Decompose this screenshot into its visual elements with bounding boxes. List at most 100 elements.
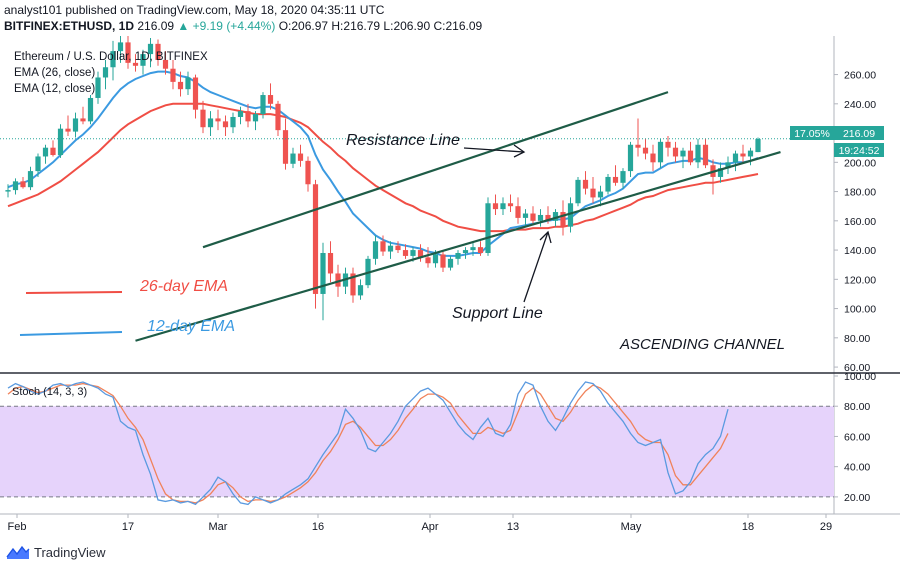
ema26-line <box>7 102 759 233</box>
ascending-channel <box>135 91 781 342</box>
price-tick-label: 160.00 <box>844 216 876 228</box>
stoch-k-line <box>7 381 729 506</box>
candle-body <box>222 121 229 128</box>
tradingview-brand: TradingView <box>34 544 106 560</box>
legend-ema12: EMA (12, close) <box>14 83 95 95</box>
price-tick-label: 180.00 <box>844 187 876 199</box>
candle-body <box>297 153 304 161</box>
candle-body <box>515 206 521 218</box>
candle-body <box>455 252 461 259</box>
candle-body <box>432 254 439 264</box>
candle-body <box>170 68 176 82</box>
candle-body <box>207 118 214 128</box>
candle-body <box>380 241 386 252</box>
candle-body <box>162 59 169 69</box>
candle-body <box>290 153 296 164</box>
candle-body <box>552 212 559 221</box>
stoch-band <box>0 406 834 497</box>
candle-body <box>147 43 154 55</box>
tradingview-footer[interactable]: TradingView <box>6 544 106 560</box>
ohlc-values: O:206.97 H:216.79 L:206.90 C:216.09 <box>278 19 483 33</box>
percent-badge-bg <box>790 126 834 140</box>
candle-body <box>477 247 484 253</box>
candle-body <box>140 54 146 66</box>
candle-body <box>470 247 476 251</box>
time-tick-label: 16 <box>312 521 324 533</box>
price-tick-label: 200.00 <box>844 157 876 169</box>
candle-body <box>410 250 416 256</box>
stoch-tick-label: 80.00 <box>844 401 870 413</box>
candle-body <box>702 144 709 166</box>
candle-body <box>387 245 394 252</box>
candle-body <box>672 147 679 157</box>
candle-body <box>260 95 266 115</box>
candle-body <box>200 109 206 128</box>
ema26-sample-line <box>25 291 123 294</box>
candle-body <box>80 118 86 122</box>
stoch-d-line <box>7 382 729 504</box>
candle-body <box>590 188 596 198</box>
candle-body <box>282 130 289 164</box>
candle-body <box>230 116 236 128</box>
candle-body <box>620 171 626 183</box>
candle-body <box>335 273 341 287</box>
support-label: Support Line <box>452 305 543 322</box>
candle-body <box>245 111 251 122</box>
candle-body <box>500 203 506 210</box>
price-tick-label: 240.00 <box>844 99 876 111</box>
candle-body <box>110 51 116 68</box>
price-badge-bg <box>834 126 884 140</box>
support-arrowhead <box>539 230 552 244</box>
ema12-annotation: 12-day EMA <box>147 318 235 335</box>
candle-body <box>567 203 574 227</box>
publish-info: analyst101 published on TradingView.com,… <box>4 3 385 17</box>
candle-body <box>642 147 649 154</box>
candlesticks <box>5 36 761 321</box>
candle-body <box>192 77 199 110</box>
stoch-lines <box>7 381 729 506</box>
candle-body <box>402 250 409 256</box>
support-line <box>135 151 781 342</box>
time-tick-label: 29 <box>820 521 832 533</box>
support-arrow <box>523 231 549 303</box>
candle-body <box>57 128 64 156</box>
candle-body <box>732 153 739 163</box>
stoch-tick-label: 20.00 <box>844 492 870 504</box>
price-tick-label: 120.00 <box>844 274 876 286</box>
candle-body <box>65 128 71 132</box>
chart-area[interactable]: 60.00 80.00 100.00 120.00 140.00 160.00 180.00… <box>0 36 900 540</box>
stoch-label: Stoch (14, 3, 3) <box>12 386 87 398</box>
ema12-sample-line <box>19 331 123 336</box>
candle-body <box>605 176 611 192</box>
candle-body <box>320 252 326 294</box>
candle-body <box>597 191 604 198</box>
price-tick-label: 100.00 <box>844 304 876 316</box>
candle-body <box>560 212 566 227</box>
candle-body <box>537 214 544 221</box>
candle-body <box>357 285 364 296</box>
time-tick-label: May <box>621 521 642 533</box>
candle-body <box>117 42 124 52</box>
candle-body <box>687 150 694 163</box>
symbol-ohlc-line: BITFINEX:ETHUSD, 1D 216.09 ▲ +9.19 (+4.4… <box>4 19 482 33</box>
candle-body <box>747 150 754 157</box>
candle-body <box>755 138 761 153</box>
candle-body <box>275 103 281 131</box>
candle-body <box>522 213 529 218</box>
price-axis-ticks: 60.00 80.00 100.00 120.00 140.00 160.00 180.00… <box>834 70 876 374</box>
time-tick-label: 13 <box>507 521 519 533</box>
candle-body <box>312 184 319 294</box>
candle-body <box>72 118 79 132</box>
resistance-line <box>202 91 669 249</box>
candle-body <box>665 141 671 148</box>
candle-body <box>237 111 244 117</box>
candle-body <box>27 171 34 188</box>
candle-body <box>95 77 101 98</box>
legend-ema26: EMA (26, close) <box>14 67 95 79</box>
ema26-annotation: 26-day EMA <box>139 278 228 295</box>
price-change: ▲ +9.19 (+4.44%) <box>177 19 276 33</box>
candle-body <box>627 144 634 172</box>
candle-body <box>155 43 161 60</box>
candle-body <box>35 156 41 172</box>
price-tick-label: 80.00 <box>844 333 870 345</box>
